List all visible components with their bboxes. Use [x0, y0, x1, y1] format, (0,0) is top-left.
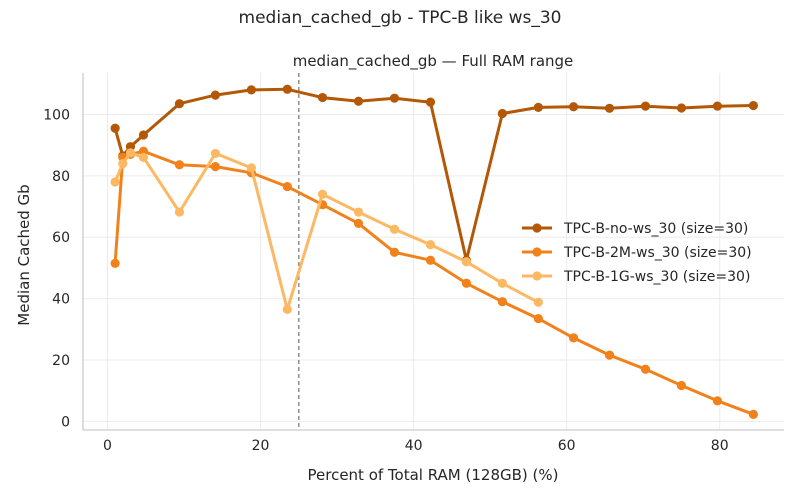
grid-lines [83, 73, 784, 430]
data-point [533, 313, 543, 324]
data-point [568, 333, 579, 343]
x-tick-label: 40 [405, 438, 423, 454]
data-point [568, 102, 579, 112]
legend-item: TPC-B-no-ws_30 (size=30) [522, 221, 748, 237]
y-tick-label: 80 [52, 169, 70, 185]
data-point [282, 304, 292, 314]
data-point [246, 163, 256, 173]
data-point [533, 297, 543, 307]
data-point [210, 148, 220, 159]
data-point [317, 92, 328, 103]
data-point [497, 278, 507, 288]
data-point [425, 255, 436, 265]
y-tick-label: 0 [61, 414, 70, 430]
data-point [246, 85, 256, 95]
data-point [604, 103, 615, 113]
figure-suptitle: median_cached_gb - TPC-B like ws_30 [239, 8, 562, 28]
legend-swatch-marker [532, 223, 542, 233]
legend-swatch-marker [532, 271, 542, 281]
data-point [389, 224, 400, 234]
data-point [676, 380, 687, 391]
data-point [461, 278, 472, 288]
data-point [174, 160, 185, 170]
x-tick-label: 80 [711, 438, 729, 454]
data-point [640, 364, 651, 374]
series-2 [110, 146, 758, 419]
data-point [110, 123, 120, 133]
legend-swatch-marker [532, 247, 542, 257]
data-point [604, 350, 615, 360]
y-tick-label: 60 [52, 230, 70, 246]
data-point [712, 396, 723, 406]
data-point [497, 297, 507, 307]
y-tick-label: 100 [43, 107, 70, 123]
data-point [676, 103, 687, 113]
data-point [748, 409, 758, 419]
data-point [282, 181, 292, 192]
legend-label: TPC-B-2M-ws_30 (size=30) [563, 245, 752, 261]
data-point [533, 102, 543, 112]
data-point [125, 148, 136, 158]
y-axis-label: Median Cached Gb [15, 184, 33, 325]
data-point [712, 101, 723, 111]
series-layer [110, 84, 758, 419]
legend-label: TPC-B-1G-ws_30 (size=30) [563, 269, 750, 285]
x-tick-label: 0 [103, 438, 112, 454]
y-tick-label: 40 [52, 292, 70, 308]
data-point [174, 207, 185, 217]
chart-title: median_cached_gb — Full RAM range [293, 52, 574, 71]
legend-item: TPC-B-2M-ws_30 (size=30) [522, 245, 752, 261]
data-point [353, 96, 364, 106]
data-point [317, 189, 328, 199]
data-point [389, 247, 400, 257]
x-tick-label: 20 [252, 438, 270, 454]
data-point [118, 158, 128, 169]
data-point [110, 177, 120, 187]
data-point [353, 207, 364, 217]
data-point [748, 100, 758, 111]
data-point [497, 108, 507, 119]
data-point [282, 84, 292, 94]
axes [82, 73, 784, 431]
data-point [138, 152, 149, 163]
data-point [425, 97, 436, 107]
data-point [210, 90, 220, 100]
data-point [640, 101, 651, 111]
tick-labels: 0 20 40 60 80 0 20 40 60 80 100 [43, 107, 728, 454]
legend-item: TPC-B-1G-ws_30 (size=30) [522, 269, 750, 285]
data-point [353, 218, 364, 229]
x-axis-label: Percent of Total RAM (128GB) (%) [308, 466, 559, 484]
y-tick-label: 20 [52, 353, 70, 369]
series-1 [110, 84, 758, 265]
data-point [461, 257, 472, 267]
series-3 [110, 148, 543, 314]
legend-label: TPC-B-no-ws_30 (size=30) [563, 221, 748, 237]
data-point [210, 162, 220, 172]
data-point [138, 130, 149, 140]
legend: TPC-B-no-ws_30 (size=30) TPC-B-2M-ws_30 (… [522, 221, 752, 285]
x-tick-label: 60 [558, 438, 576, 454]
plot-area: 0 20 40 60 80 0 20 40 60 80 100 [43, 73, 784, 454]
data-point [425, 239, 436, 250]
data-point [174, 99, 185, 109]
data-point [110, 258, 120, 268]
data-point [389, 93, 400, 103]
